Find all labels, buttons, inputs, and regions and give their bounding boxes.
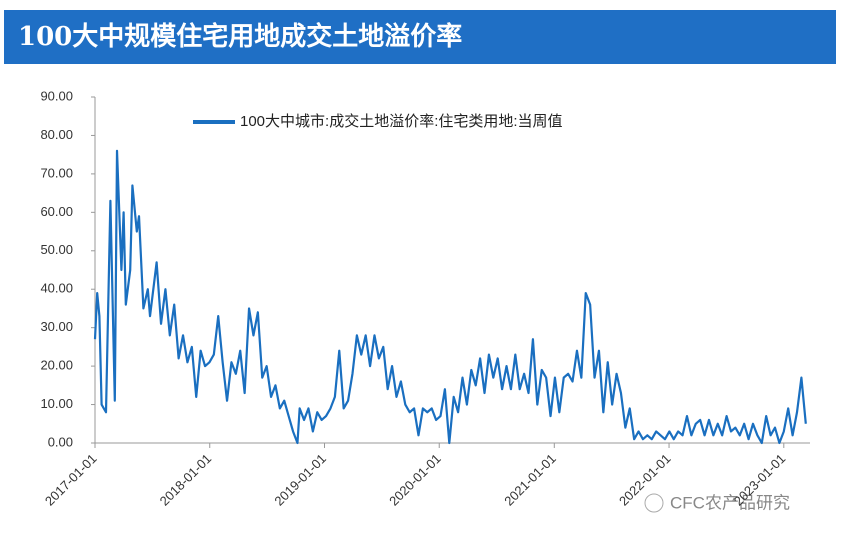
data-line xyxy=(93,149,807,445)
y-tick-label: 70.00 xyxy=(40,165,73,180)
legend-label: 100大中城市:成交土地溢价率:住宅类用地:当周值 xyxy=(240,112,563,130)
title-banner xyxy=(4,10,836,64)
x-tick-label: 2018-01-01 xyxy=(157,451,215,509)
chart-title: 100大中规模住宅用地成交土地溢价率 xyxy=(18,21,462,52)
watermark-icon xyxy=(644,493,664,513)
y-tick-label: 40.00 xyxy=(40,281,73,296)
x-tick-label: 2017-01-01 xyxy=(42,451,100,509)
x-tick-label: 2021-01-01 xyxy=(501,451,559,509)
y-tick-label: 50.00 xyxy=(40,242,73,257)
watermark: CFC农产品研究 xyxy=(670,493,790,512)
y-tick-label: 10.00 xyxy=(40,396,73,411)
x-tick-label: 2020-01-01 xyxy=(386,451,444,509)
x-tick-label: 2019-01-01 xyxy=(271,451,329,509)
x-tick-label: 2022-01-01 xyxy=(616,451,674,509)
y-tick-label: 80.00 xyxy=(40,127,73,142)
y-tick-label: 90.00 xyxy=(40,88,73,103)
y-tick-label: 0.00 xyxy=(48,434,73,449)
y-tick-label: 30.00 xyxy=(40,319,73,334)
y-tick-label: 60.00 xyxy=(40,204,73,219)
y-tick-label: 20.00 xyxy=(40,358,73,373)
